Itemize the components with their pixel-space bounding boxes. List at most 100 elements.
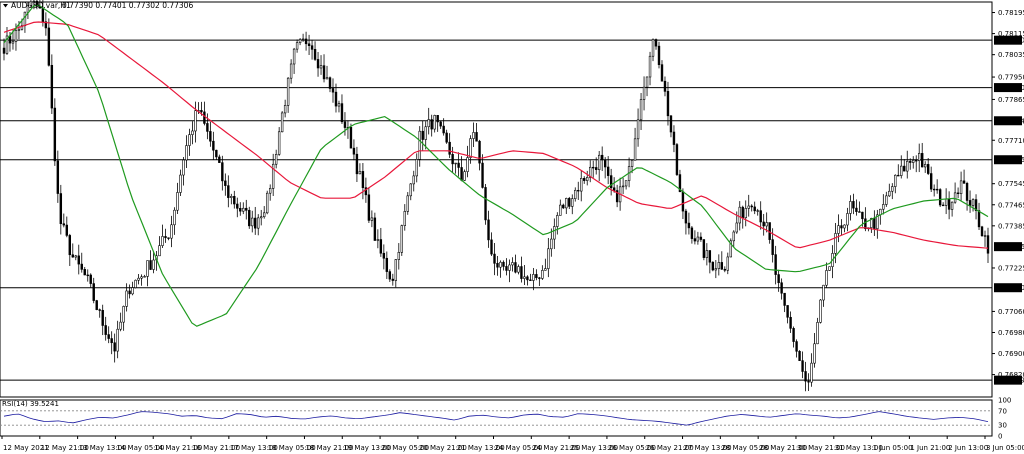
bear-candle: [59, 193, 63, 225]
price-tick-label: 0.77865: [998, 96, 1024, 104]
bear-candle: [750, 205, 753, 208]
bull-candle: [11, 41, 15, 44]
bear-candle: [852, 201, 855, 209]
bull-candle: [230, 196, 233, 198]
fast-moving-average-line: [3, 4, 989, 327]
bear-candle: [361, 171, 365, 188]
rsi-panel-frame: [0, 399, 993, 437]
bear-candle: [322, 65, 326, 80]
bull-candle: [810, 362, 813, 383]
time-tick-label: 30 May 21:00: [797, 444, 845, 452]
bear-candle: [451, 154, 454, 165]
candlestick-series: [2, 0, 990, 392]
bear-candle: [592, 166, 595, 169]
time-tick-label: 24 May 21:00: [532, 444, 580, 452]
bear-candle: [708, 250, 712, 263]
bull-candle: [242, 207, 245, 212]
bear-candle: [690, 227, 694, 239]
symbol-label: AUDUSD.var,H1: [11, 1, 71, 10]
bull-candle: [394, 259, 398, 281]
bear-candle: [113, 342, 116, 352]
bear-candle: [95, 300, 98, 310]
bull-candle: [176, 192, 179, 211]
bull-candle: [257, 217, 260, 229]
bull-candle: [29, 1, 33, 6]
bull-candle: [185, 145, 188, 161]
bear-candle: [481, 162, 484, 188]
bear-candle: [313, 49, 317, 60]
bear-candle: [493, 253, 496, 264]
bear-candle: [331, 88, 335, 93]
bull-candle: [651, 39, 655, 57]
bear-candle: [56, 160, 60, 194]
bull-candle: [122, 306, 125, 323]
bear-candle: [62, 223, 66, 226]
bull-candle: [918, 153, 921, 162]
bull-candle: [179, 174, 182, 193]
bear-candle: [577, 189, 580, 192]
bear-candle: [792, 328, 795, 342]
time-tick-label: 20 May 05:00: [381, 444, 429, 452]
bear-candle: [568, 198, 571, 207]
bull-candle: [888, 190, 891, 197]
bear-candle: [68, 235, 71, 256]
bull-candle: [705, 250, 709, 258]
bear-candle: [248, 210, 251, 227]
bull-candle: [298, 39, 302, 43]
bull-candle: [295, 42, 299, 50]
bull-candle: [125, 290, 128, 307]
bull-candle: [511, 262, 514, 266]
bear-candle: [681, 191, 685, 212]
bear-candle: [514, 262, 517, 273]
bull-candle: [828, 266, 831, 271]
time-tick-label: 14 May 05:00: [116, 444, 164, 452]
bull-candle: [738, 206, 741, 224]
time-tick-label: 18 May 21:00: [305, 444, 353, 452]
bull-candle: [400, 225, 403, 253]
bear-candle: [304, 38, 308, 45]
rsi-tick-label: 100: [998, 397, 1011, 405]
bull-candle: [454, 162, 457, 165]
bear-candle: [780, 282, 783, 294]
bear-candle: [520, 266, 523, 279]
level-label: 0.77784: [996, 117, 1024, 125]
bull-candle: [544, 268, 547, 271]
bear-candle: [855, 207, 858, 212]
collapse-triangle-icon[interactable]: [3, 4, 8, 8]
bear-candle: [107, 334, 110, 339]
bear-candle: [367, 194, 371, 221]
bear-candle: [98, 309, 101, 311]
bull-candle: [319, 65, 323, 69]
time-tick-label: 26 May 21:00: [646, 444, 694, 452]
bear-candle: [385, 257, 389, 272]
bear-candle: [50, 64, 54, 109]
bear-candle: [203, 111, 206, 124]
bear-candle: [86, 274, 89, 277]
bear-candle: [340, 103, 344, 123]
level-label: 0.77636: [996, 156, 1024, 164]
bear-candle: [310, 45, 314, 50]
bull-candle: [756, 210, 759, 212]
bear-candle: [379, 239, 383, 254]
bear-candle: [759, 210, 762, 223]
time-tick-label: 27 May 13:00: [684, 444, 732, 452]
bull-candle: [158, 245, 161, 257]
bear-candle: [460, 167, 463, 181]
bull-candle: [152, 259, 155, 270]
bull-candle: [134, 279, 137, 288]
bull-candle: [20, 25, 24, 30]
level-label-box: [994, 116, 1022, 126]
bear-candle: [239, 208, 242, 212]
bear-candle: [600, 154, 604, 161]
bull-candle: [556, 215, 559, 227]
bull-candle: [819, 299, 822, 323]
bull-candle: [370, 217, 374, 221]
bear-candle: [89, 274, 92, 284]
time-tick-label: 28 May 21:00: [759, 444, 807, 452]
bull-candle: [735, 222, 738, 233]
bull-candle: [418, 130, 421, 160]
bull-candle: [849, 201, 852, 214]
bull-candle: [621, 185, 625, 188]
